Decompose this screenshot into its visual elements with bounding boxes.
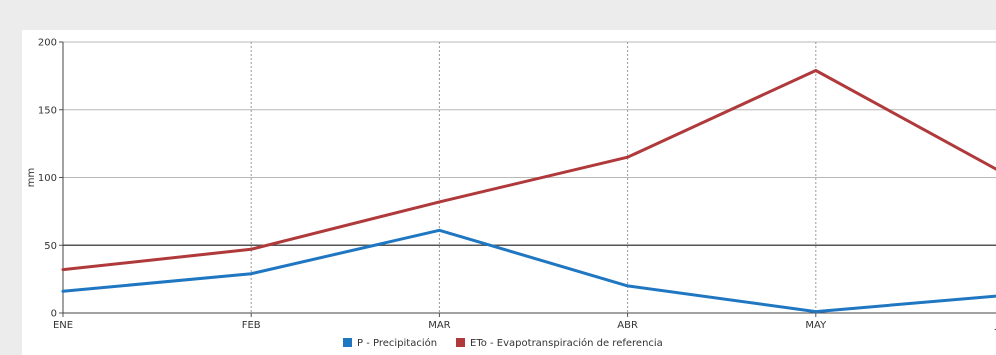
- series-line-1: [61, 69, 996, 272]
- chart-panel: [22, 30, 996, 355]
- series-line-0: [61, 228, 996, 314]
- legend-label-1: ETo - Evapotranspiración de referencia: [470, 337, 663, 349]
- x-tick-label: MAY: [805, 320, 827, 331]
- legend-label-0: P - Precipitación: [357, 337, 437, 349]
- legend-swatch-1: [456, 338, 465, 347]
- series-lines: [61, 69, 996, 314]
- y-tick-label: 50: [44, 241, 57, 252]
- tick-labels: 0 50 100 150 200 ENE FEB MAR ABR MAY JUN mm: [26, 38, 996, 332]
- y-tick-label: 200: [38, 38, 57, 49]
- x-tick-label: JUN: [994, 320, 996, 331]
- x-tick-label: ENE: [53, 320, 73, 331]
- grid-lines: [63, 41, 996, 314]
- axes: [59, 41, 996, 317]
- y-tick-label: 100: [38, 173, 57, 184]
- y-tick-label: 0: [51, 309, 57, 320]
- y-tick-label: 150: [38, 105, 57, 116]
- legend-swatch-0: [343, 338, 352, 347]
- x-tick-label: FEB: [242, 320, 261, 331]
- x-tick-label: MAR: [428, 320, 450, 331]
- x-tick-label: ABR: [617, 320, 638, 331]
- y-axis-title: mm: [26, 168, 37, 187]
- legend: P - Precipitación ETo - Evapotranspiració…: [343, 337, 663, 349]
